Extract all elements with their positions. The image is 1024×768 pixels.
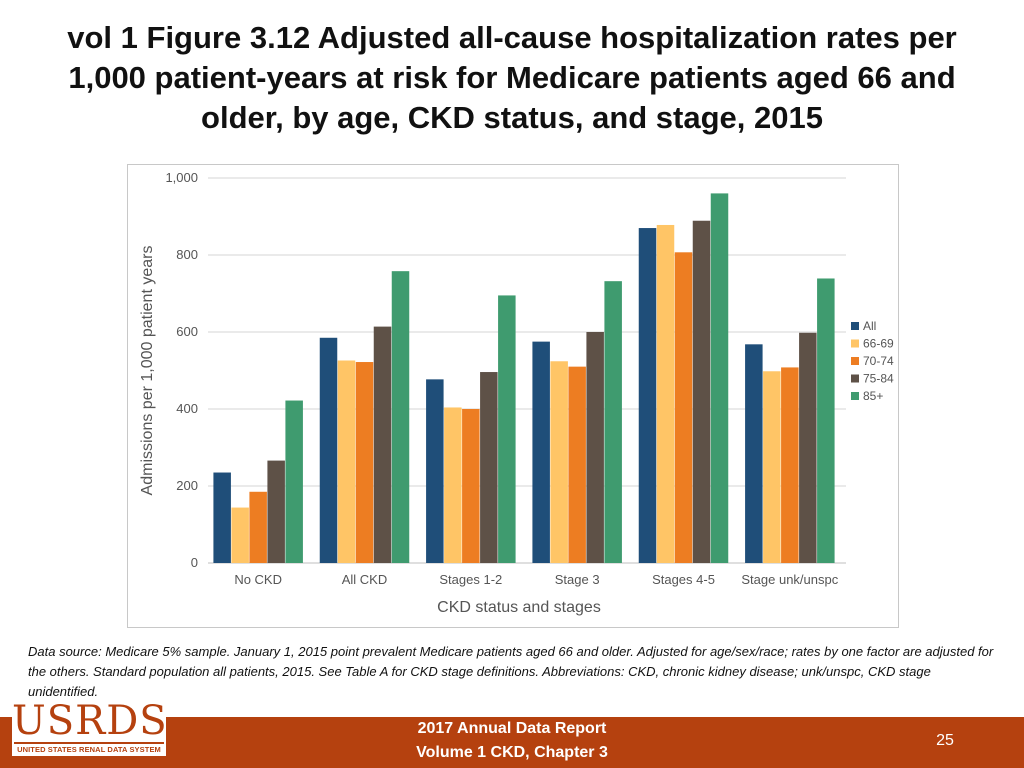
footer-report-info: 2017 Annual Data Report Volume 1 CKD, Ch… bbox=[340, 717, 684, 768]
bar-all-ckd-66-69 bbox=[337, 360, 356, 563]
bar-stage-unk-unspc-75-84 bbox=[799, 332, 817, 563]
y-tick-label: 400 bbox=[176, 401, 198, 416]
bar-all-ckd-all bbox=[319, 337, 338, 563]
bar-all-ckd-70-74 bbox=[355, 362, 374, 563]
legend-label: 66-69 bbox=[863, 337, 894, 351]
page-number: 25 bbox=[936, 732, 954, 749]
footer-report-title: 2017 Annual Data Report bbox=[417, 720, 607, 737]
legend-label: 70-74 bbox=[863, 354, 894, 368]
logo-wordmark: USRDS bbox=[12, 698, 168, 744]
data-source-footnote: Data source: Medicare 5% sample. January… bbox=[28, 644, 994, 699]
bar-stage-3-all bbox=[532, 341, 550, 563]
footer-bar bbox=[0, 717, 1024, 768]
bar-no-ckd-all bbox=[213, 472, 231, 563]
x-tick-label: Stage 3 bbox=[555, 572, 600, 587]
bar-stages-1-2-70-74 bbox=[462, 409, 480, 563]
bar-stage-3-70-74 bbox=[568, 366, 586, 563]
legend-swatch bbox=[851, 322, 859, 330]
y-tick-label: 800 bbox=[176, 247, 198, 262]
bar-stages-4-5-all bbox=[638, 228, 657, 564]
y-tick-label: 600 bbox=[176, 324, 198, 339]
y-tick-label: 200 bbox=[176, 478, 198, 493]
bar-no-ckd-85- bbox=[285, 400, 303, 563]
bar-chart: 0 200 400 600 800 1,000 Admissions per 1,000 p… bbox=[139, 170, 894, 616]
bar-stages-4-5-75-84 bbox=[692, 220, 711, 564]
x-tick-label: All CKD bbox=[342, 572, 388, 587]
x-tick-label: No CKD bbox=[234, 572, 282, 587]
y-axis-title: Admissions per 1,000 patient years bbox=[139, 246, 156, 496]
chart-frame: 0 200 400 600 800 1,000 Admissions per 1,000 p… bbox=[127, 164, 899, 628]
legend-label: 75-84 bbox=[863, 372, 894, 386]
usrds-logo: USRDS UNITED STATES RENAL DATA SYSTEM bbox=[12, 698, 168, 756]
x-axis-title: CKD status and stages bbox=[437, 599, 601, 616]
bar-stages-1-2-85- bbox=[498, 295, 516, 563]
x-tick-label: Stages 1-2 bbox=[439, 572, 502, 587]
bar-stage-unk-unspc-85- bbox=[817, 278, 835, 563]
bar-stages-4-5-66-69 bbox=[656, 224, 675, 563]
logo-rule bbox=[14, 742, 164, 744]
legend-swatch bbox=[851, 374, 859, 383]
bar-stages-1-2-66-69 bbox=[444, 407, 462, 563]
legend-swatch bbox=[851, 392, 859, 400]
bar-no-ckd-75-84 bbox=[267, 460, 285, 563]
bar-all-ckd-85- bbox=[391, 271, 410, 563]
legend-swatch bbox=[851, 339, 859, 348]
bar-stage-3-85- bbox=[604, 281, 622, 563]
x-tick-label: Stage unk/unspc bbox=[741, 572, 838, 587]
bar-no-ckd-70-74 bbox=[249, 491, 267, 563]
bar-all-ckd-75-84 bbox=[373, 326, 392, 563]
y-tick-label: 1,000 bbox=[165, 170, 198, 185]
bar-stage-unk-unspc-66-69 bbox=[763, 371, 781, 563]
y-tick-label: 0 bbox=[191, 555, 198, 570]
x-tick-label: Stages 4-5 bbox=[652, 572, 715, 587]
legend-label: 85+ bbox=[863, 389, 883, 403]
logo-subtitle: UNITED STATES RENAL DATA SYSTEM bbox=[17, 745, 161, 754]
bar-stages-4-5-85- bbox=[710, 193, 729, 563]
bar-stages-1-2-all bbox=[426, 379, 444, 563]
bar-stage-unk-unspc-70-74 bbox=[781, 367, 799, 563]
footer-volume-chapter: Volume 1 CKD, Chapter 3 bbox=[416, 744, 608, 761]
bar-stage-3-75-84 bbox=[586, 332, 604, 563]
bar-no-ckd-66-69 bbox=[231, 507, 249, 563]
bar-stage-unk-unspc-all bbox=[745, 344, 763, 563]
legend-swatch bbox=[851, 357, 859, 365]
legend-label: All bbox=[863, 319, 876, 333]
bar-stages-1-2-75-84 bbox=[480, 372, 498, 563]
bar-stages-4-5-70-74 bbox=[674, 252, 693, 563]
bar-stage-3-66-69 bbox=[550, 361, 568, 563]
slide-title: vol 1 Figure 3.12 Adjusted all-cause hos… bbox=[67, 20, 957, 135]
